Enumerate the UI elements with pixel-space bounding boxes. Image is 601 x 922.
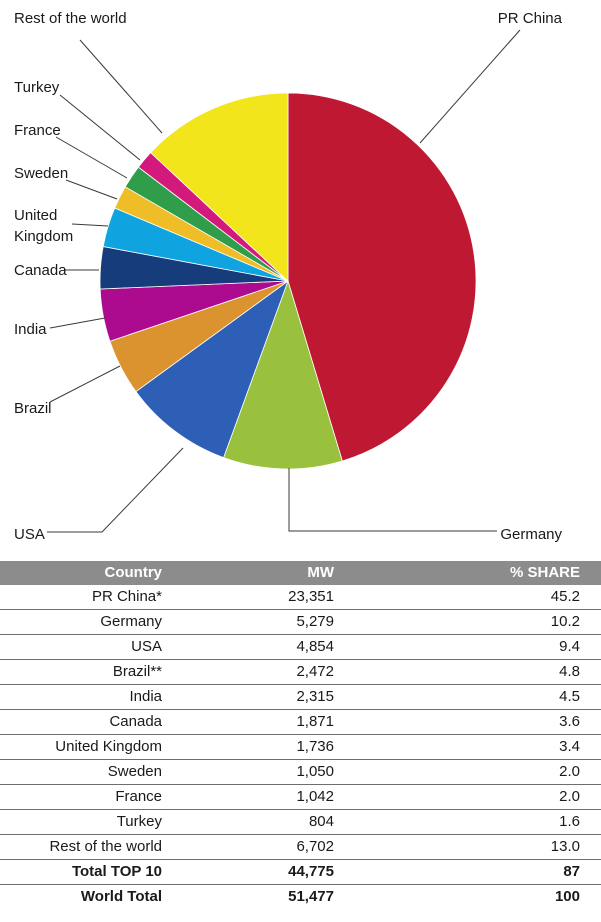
cell-country: PR China* [0,585,183,610]
table-row: Brazil** 2,472 4.8 [0,659,601,685]
cell-share: 2.0 [355,784,601,810]
cell-mw: 1,050 [183,759,355,785]
table-total-row: Total TOP 10 44,775 87 [0,859,601,885]
cell-country: Total TOP 10 [0,859,183,885]
table-body: PR China* 23,351 45.2 Germany 5,279 10.2 USA 4,… [0,585,601,909]
table-row: United Kingdom 1,736 3.4 [0,734,601,760]
leader-line-uk [71,223,109,227]
leader-line-rest [79,39,163,134]
cell-country: Germany [0,609,183,635]
table-row: India 2,315 4.5 [0,684,601,710]
cell-country: Turkey [0,809,183,835]
cell-mw: 44,775 [183,859,355,885]
cell-mw: 23,351 [183,585,355,610]
slice-labels: Rest of the world PR China Turkey France… [14,10,563,543]
leader-line-india [49,317,106,329]
cell-share: 2.0 [355,759,601,785]
cell-mw: 1,042 [183,784,355,810]
header-country: Country [0,561,183,585]
table-row: Turkey 804 1.6 [0,809,601,835]
cell-country: World Total [80,888,162,905]
cell-country: India [0,684,183,710]
table-row: Canada 1,871 3.6 [0,709,601,735]
header-share: % SHARE [355,561,601,585]
label-pr-china: PR China [498,10,563,27]
cell-share: 4.5 [355,684,601,710]
label-turkey: Turkey [14,79,60,96]
table-row: France 1,042 2.0 [0,784,601,810]
leader-line-france [55,136,128,179]
pie-slice-pr-china [287,92,477,462]
cell-share: 87 [355,859,601,885]
cell-share: 10.2 [355,609,601,635]
cell-country: United Kingdom [0,734,183,760]
cell-share: 100 [554,888,580,905]
cell-share: 4.8 [355,659,601,685]
cell-country: France [0,784,183,810]
pie-slice-rest-of-the-world [150,92,289,282]
label-brazil: Brazil [14,400,52,417]
cell-country: Sweden [0,759,183,785]
cell-mw: 6,702 [183,834,355,860]
leader-lines [47,29,521,533]
cell-mw: 4,854 [183,634,355,660]
table-total-row: World Total 51,477 100 [0,885,601,910]
cell-mw: 5,279 [183,609,355,635]
label-sweden: Sweden [14,165,68,182]
cell-country: Rest of the world [0,834,183,860]
cell-share: 13.0 [355,834,601,860]
leader-line-china [419,29,521,144]
cell-mw: 804 [183,809,355,835]
label-united-kingdom-line2: Kingdom [14,228,73,245]
country-capacity-table: Country MW % SHARE PR China* 23,351 45.2 Ge… [0,561,601,909]
cell-share: 3.4 [355,734,601,760]
cell-country: USA [0,634,183,660]
cell-mw: 1,871 [183,709,355,735]
header-mw: MW [183,561,355,585]
table-row: Rest of the world 6,702 13.0 [0,834,601,860]
label-france: France [14,122,61,139]
pie-slice-germany [223,279,343,470]
pie-slice-usa [135,279,289,459]
leader-line-usa [47,447,184,533]
table-header-row: Country MW % SHARE [0,561,601,585]
label-germany: Germany [500,526,562,543]
label-usa: USA [14,526,45,543]
pie-slices [99,92,477,470]
table-row: PR China* 23,351 45.2 [0,585,601,610]
leader-line-sweden [65,179,118,200]
cell-mw: 51,477 [288,888,334,905]
label-united-kingdom-line1: United [14,207,57,224]
leader-line-germany [288,468,497,532]
label-india: India [14,321,47,338]
cell-mw: 1,736 [183,734,355,760]
cell-share: 9.4 [355,634,601,660]
cell-mw: 2,315 [183,684,355,710]
cell-share: 45.2 [355,585,601,610]
cell-share: 1.6 [355,809,601,835]
cell-mw: 2,472 [183,659,355,685]
leader-line-brazil [49,365,121,403]
table-row: Germany 5,279 10.2 [0,609,601,635]
table-row: USA 4,854 9.4 [0,634,601,660]
pie-chart: Rest of the world PR China Turkey France… [14,10,563,543]
table-row: Sweden 1,050 2.0 [0,759,601,785]
label-rest-of-the-world: Rest of the world [14,10,127,27]
cell-share: 3.6 [355,709,601,735]
leader-line-turkey [59,94,141,161]
cell-country: Brazil** [0,659,183,685]
label-canada: Canada [14,262,67,279]
cell-country: Canada [0,709,183,735]
